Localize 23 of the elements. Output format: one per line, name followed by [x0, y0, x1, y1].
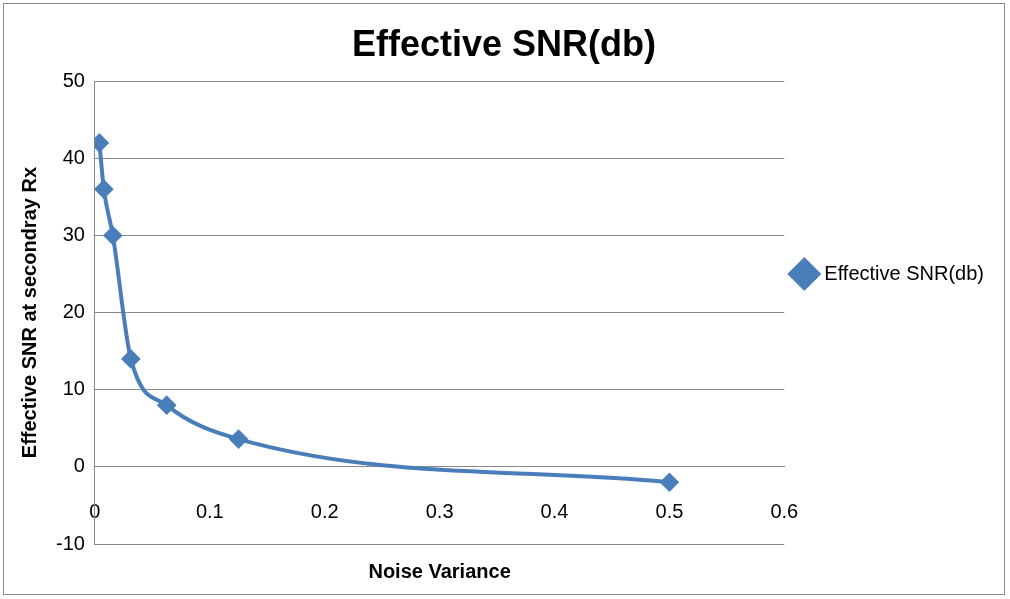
x-tick-label: 0.5 [655, 500, 684, 523]
y-tick-label: 0 [73, 454, 85, 477]
x-tick-label: 0.3 [425, 500, 454, 523]
point [94, 180, 113, 199]
y-tick-label: 10 [62, 377, 85, 400]
x-axis-title: Noise Variance [368, 559, 511, 582]
chart-title: Effective SNR(db) [351, 22, 657, 64]
x-tick-label: 0.6 [770, 500, 799, 523]
y-tick-label: 30 [62, 222, 85, 245]
point [229, 430, 248, 449]
x-tick-label: 0.1 [195, 500, 224, 523]
y-tick-label: -10 [56, 531, 85, 554]
x-tick-label: 0.4 [540, 500, 569, 523]
point [660, 473, 679, 492]
y-tick-label: 40 [62, 145, 85, 168]
y-tick-label: 50 [62, 68, 85, 91]
point [157, 396, 176, 415]
point [103, 226, 122, 245]
y-tick-label: 20 [62, 300, 85, 323]
legend-label: Effective SNR(db) [824, 261, 984, 284]
x-tick-label: 0.2 [310, 500, 339, 523]
point [121, 349, 140, 368]
y-axis-title: Effective SNR at secondray Rx [17, 166, 40, 459]
